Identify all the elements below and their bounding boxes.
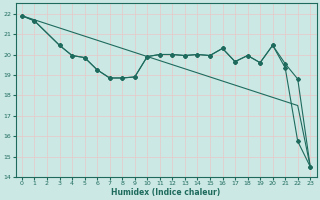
X-axis label: Humidex (Indice chaleur): Humidex (Indice chaleur) (111, 188, 221, 197)
